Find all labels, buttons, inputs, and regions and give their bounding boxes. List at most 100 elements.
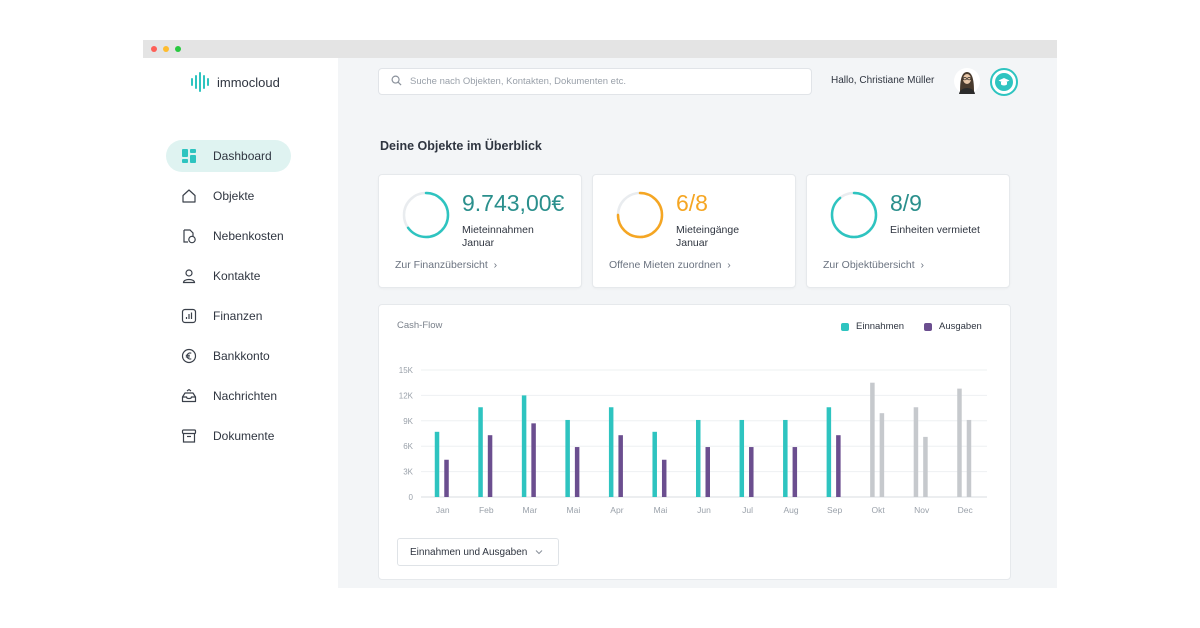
bar-einnahmen[interactable]	[826, 407, 832, 497]
bar-chart-icon	[180, 307, 198, 325]
progress-ring	[402, 191, 450, 239]
sidebar-item-label: Kontakte	[213, 269, 261, 283]
bar-ausgaben[interactable]	[836, 435, 841, 497]
app-name: immocloud	[217, 74, 280, 90]
bar-einnahmen[interactable]	[521, 395, 527, 497]
archive-box-icon	[180, 427, 198, 445]
x-tick-label: Okt	[872, 505, 886, 515]
maximize-window-button[interactable]	[175, 46, 181, 52]
x-tick-label: Sep	[827, 505, 842, 515]
search-bar[interactable]	[378, 68, 812, 95]
assign-rents-link[interactable]: Offene Mieten zuordnen ›	[609, 259, 731, 271]
x-tick-label: Aug	[784, 505, 799, 515]
bar-ausgaben[interactable]	[879, 413, 885, 497]
house-icon	[180, 187, 198, 205]
cash-flow-chart: 0 3K 6K 9K 12K 15K Jan Feb Mar Mai Apr Mai Jun Jul Aug…	[399, 366, 987, 515]
app-logo[interactable]: immocloud	[191, 72, 280, 92]
sidebar-item-label: Bankkonto	[213, 349, 270, 363]
kpi-value: 6/8	[676, 190, 708, 216]
x-tick-label: Mar	[523, 505, 538, 515]
bar-einnahmen[interactable]	[608, 407, 614, 497]
bar-ausgaben[interactable]	[749, 447, 754, 497]
euro-icon	[180, 347, 198, 365]
graduation-cap-icon	[995, 73, 1013, 91]
bar-einnahmen[interactable]	[870, 382, 875, 497]
sidebar-item-bankkonto[interactable]: Bankkonto	[166, 340, 291, 372]
minimize-window-button[interactable]	[163, 46, 169, 52]
sidebar-item-label: Dashboard	[213, 149, 272, 163]
legend-item-income: Einnahmen	[841, 321, 904, 332]
sidebar-item-nachrichten[interactable]: Nachrichten	[166, 380, 291, 412]
bar-einnahmen[interactable]	[696, 419, 701, 497]
cash-flow-card: 0 3K 6K 9K 12K 15K Jan Feb Mar Mai Apr Mai Jun Jul Aug…	[378, 304, 1011, 580]
search-icon	[391, 73, 402, 91]
page-title: Deine Objekte im Überblick	[380, 139, 542, 153]
sidebar-item-kontakte[interactable]: Kontakte	[166, 260, 291, 292]
main-content: Hallo, Christiane Müller Deine Objekte i…	[338, 58, 1057, 588]
bar-einnahmen[interactable]	[913, 407, 919, 497]
academy-button[interactable]	[990, 68, 1018, 96]
sidebar-item-label: Nachrichten	[213, 389, 278, 403]
legend-item-expenses: Ausgaben	[924, 321, 982, 332]
bar-ausgaben[interactable]	[705, 447, 711, 497]
avatar[interactable]	[954, 68, 980, 94]
user-greeting: Hallo, Christiane Müller	[831, 75, 935, 86]
kpi-label: Einheiten vermietet	[890, 224, 980, 236]
sidebar-item-finanzen[interactable]: Finanzen	[166, 300, 291, 332]
sidebar-item-dokumente[interactable]: Dokumente	[166, 420, 291, 452]
person-icon	[180, 267, 198, 285]
x-tick-label: Nov	[914, 505, 930, 515]
search-input[interactable]	[410, 76, 790, 87]
bar-ausgaben[interactable]	[574, 447, 580, 497]
bar-einnahmen[interactable]	[739, 419, 745, 497]
bar-ausgaben[interactable]	[661, 459, 667, 497]
sidebar-item-objekte[interactable]: Objekte	[166, 180, 291, 212]
sidebar-item-label: Objekte	[213, 189, 255, 203]
y-tick-label: 6K	[403, 442, 413, 451]
bar-einnahmen[interactable]	[957, 388, 962, 497]
property-overview-link[interactable]: Zur Objektübersicht ›	[823, 259, 924, 271]
kpi-value: 9.743,00€	[462, 190, 565, 216]
logo-icon	[191, 72, 209, 92]
x-tick-label: Mai	[567, 505, 581, 515]
y-tick-label: 3K	[403, 468, 413, 477]
document-coin-icon	[180, 227, 198, 245]
user-avatar-image	[959, 72, 975, 94]
kpi-card-units: 8/9 Einheiten vermietet Zur Objektübersi…	[806, 174, 1010, 288]
ring-progress	[830, 191, 878, 239]
y-tick-label: 0	[409, 493, 414, 502]
bar-einnahmen[interactable]	[652, 431, 657, 497]
kpi-label: Mieteingänge Januar	[676, 224, 740, 249]
sidebar-item-dashboard[interactable]: Dashboard	[166, 140, 291, 172]
bar-einnahmen[interactable]	[783, 419, 788, 497]
bar-ausgaben[interactable]	[792, 447, 798, 497]
chart-filter-select[interactable]: Einnahmen und Ausgaben	[397, 538, 559, 566]
sidebar-nav: Dashboard Objekte Nebenkosten Kontakte	[166, 140, 291, 460]
bar-einnahmen[interactable]	[434, 431, 440, 497]
sidebar-item-nebenkosten[interactable]: Nebenkosten	[166, 220, 291, 252]
bar-ausgaben[interactable]	[966, 419, 972, 497]
progress-ring	[830, 191, 878, 239]
bar-ausgaben[interactable]	[531, 423, 536, 497]
x-tick-label: Feb	[479, 505, 494, 515]
ring-progress	[616, 191, 664, 239]
sidebar: immocloud Dashboard Objekte Nebenkosten	[143, 58, 338, 588]
close-window-button[interactable]	[151, 46, 157, 52]
x-tick-label: Dec	[958, 505, 974, 515]
finance-overview-link[interactable]: Zur Finanzübersicht ›	[395, 259, 498, 271]
y-tick-label: 12K	[399, 391, 414, 400]
x-tick-label: Jul	[742, 505, 753, 515]
app-window: immocloud Dashboard Objekte Nebenkosten	[143, 40, 1057, 588]
chevron-right-icon: ›	[914, 259, 924, 271]
sidebar-item-label: Finanzen	[213, 309, 263, 323]
bar-einnahmen[interactable]	[478, 407, 483, 497]
bar-einnahmen[interactable]	[565, 419, 570, 497]
x-tick-label: Mai	[654, 505, 668, 515]
bar-ausgaben[interactable]	[923, 436, 928, 497]
progress-ring	[616, 191, 664, 239]
bar-ausgaben[interactable]	[618, 435, 623, 497]
bar-ausgaben[interactable]	[487, 435, 493, 497]
ring-progress	[402, 191, 450, 239]
bar-ausgaben[interactable]	[444, 459, 449, 497]
inbox-icon	[180, 387, 198, 405]
